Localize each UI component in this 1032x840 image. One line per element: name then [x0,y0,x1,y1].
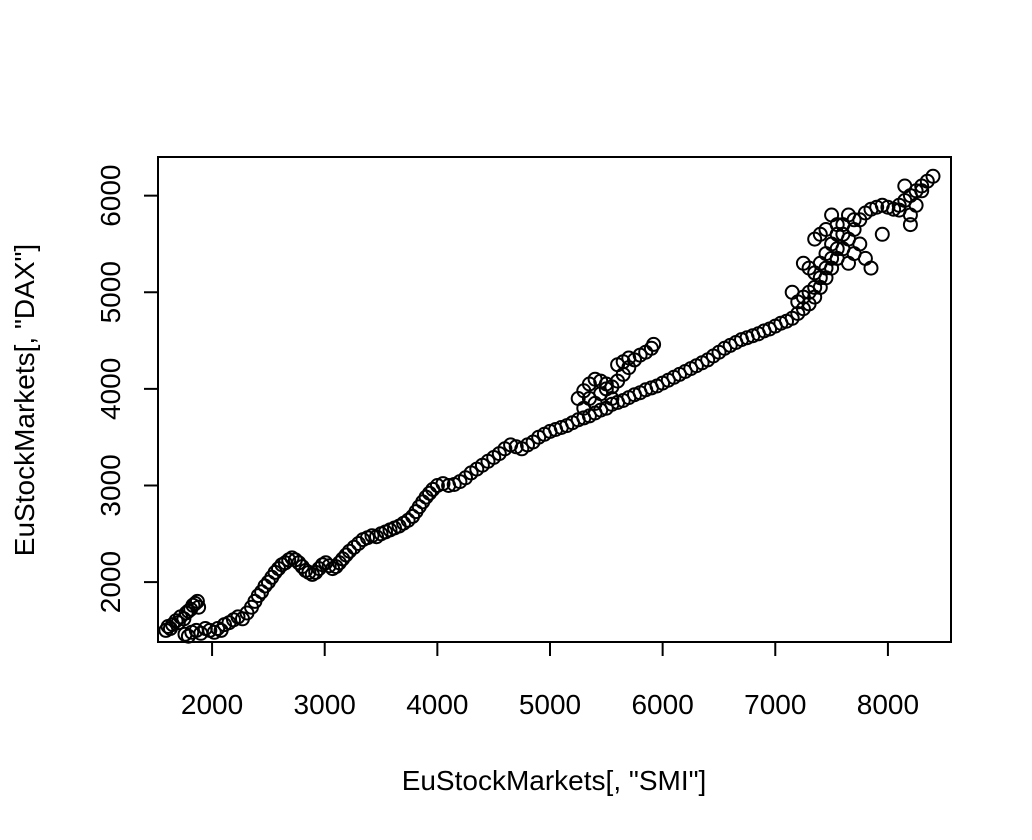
data-point-73 [400,512,416,528]
data-point-184 [646,336,662,352]
x-tick-label-1: 3000 [294,689,356,720]
points-layer [158,168,941,644]
x-tick-label-0: 2000 [181,689,243,720]
data-point-227 [891,202,907,218]
data-point-203 [846,212,862,228]
data-point-230 [902,217,918,233]
data-point-219 [824,207,840,223]
x-axis-title: EuStockMarkets[, "SMI"] [402,765,707,796]
data-point-187 [621,350,637,366]
x-axis: 2000 3000 4000 5000 6000 7000 8000 [181,641,919,720]
data-point-229 [914,183,930,199]
data-point-22 [206,624,222,640]
data-point-60 [342,543,357,559]
data-point-214 [841,255,856,271]
x-tick-label-3: 5000 [519,689,581,720]
data-point-59 [338,547,354,563]
data-point-193 [576,400,592,416]
y-tick-label-4: 6000 [95,164,126,226]
data-point-216 [852,236,868,252]
y-axis: 2000 3000 4000 5000 6000 [95,164,159,613]
data-point-54 [321,558,337,574]
y-tick-label-2: 4000 [95,358,126,420]
data-point-13 [189,593,205,609]
data-point-169 [925,168,941,184]
x-tick-label-2: 4000 [406,689,468,720]
y-tick-label-0: 2000 [95,551,126,613]
data-point-224 [897,178,913,194]
data-point-61 [346,539,362,555]
y-axis-title: EuStockMarkets[, "DAX"] [9,244,40,556]
data-point-226 [908,197,924,213]
data-point-79 [422,485,437,501]
data-point-4 [168,613,184,629]
data-point-218 [863,260,879,276]
data-point-12 [187,595,203,611]
y-tick-label-3: 5000 [95,261,126,323]
x-tick-label-6: 8000 [857,689,919,720]
x-tick-label-5: 7000 [744,689,806,720]
data-point-228 [874,226,890,242]
data-point-217 [857,250,873,266]
data-point-190 [604,391,620,406]
data-point-14 [191,599,207,615]
data-point-213 [784,284,800,300]
x-tick-label-4: 6000 [631,689,693,720]
data-point-223 [807,231,823,247]
y-tick-label-1: 3000 [95,454,126,516]
